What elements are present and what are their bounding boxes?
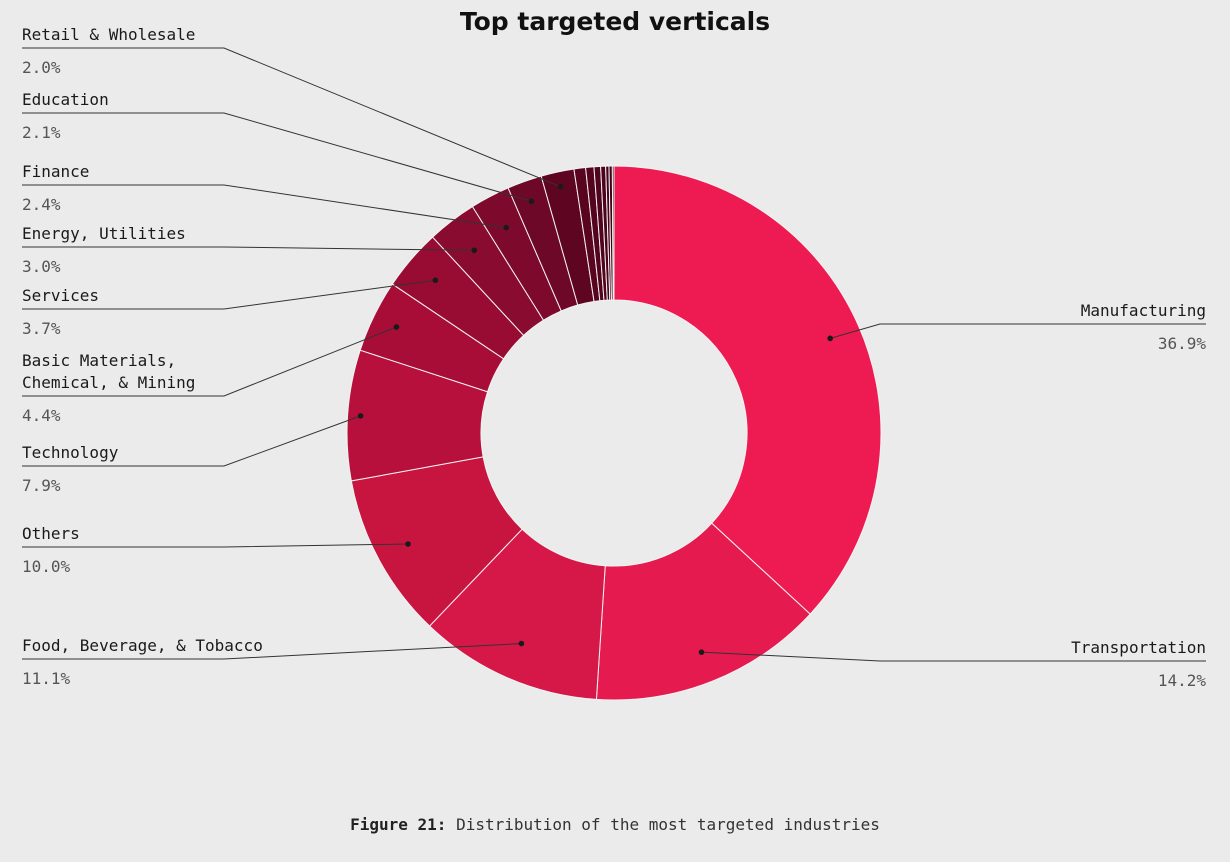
leader-dot-basic-materials-chemical-mining: [393, 324, 400, 330]
leader-line-transportation: [701, 651, 1206, 662]
slice-value-energy-utilities: 3.0%: [22, 257, 61, 276]
slice-label-services: Services: [22, 286, 99, 305]
slice-label-manufacturing: Manufacturing: [1081, 301, 1206, 320]
leader-line-services: [22, 279, 436, 310]
chart-title: Top targeted verticals: [460, 7, 770, 36]
slice-label-food-beverage-tobacco: Food, Beverage, & Tobacco: [22, 636, 263, 655]
slice-label-retail-wholesale: Retail & Wholesale: [22, 25, 195, 44]
slice-value-finance: 2.4%: [22, 195, 61, 214]
leader-dot-manufacturing: [827, 335, 833, 342]
leader-line-retail-wholesale: [22, 47, 561, 188]
slice-value-manufacturing: 36.9%: [1158, 334, 1207, 353]
leader-dot-education: [528, 198, 535, 205]
donut-slices: [346, 165, 882, 701]
slice-minor-17: [611, 165, 615, 301]
slice-label-education: Education: [22, 90, 109, 109]
slice-value-basic-materials-chemical-mining: 4.4%: [22, 406, 61, 425]
leader-dot-transportation: [698, 649, 705, 655]
slice-label-transportation: Transportation: [1071, 638, 1206, 657]
slice-manufacturing: [613, 165, 882, 615]
leader-dot-others: [405, 541, 411, 547]
leader-dot-services: [432, 277, 439, 284]
leader-dot-retail-wholesale: [557, 183, 564, 190]
leader-line-food-beverage-tobacco: [22, 643, 522, 660]
slice-value-others: 10.0%: [22, 557, 71, 576]
leader-dot-finance: [503, 224, 509, 231]
leader-line-technology: [22, 415, 361, 467]
slice-label-basic-materials-chemical-mining-line-1: Basic Materials,: [22, 351, 176, 370]
leader-line-energy-utilities: [22, 246, 475, 251]
slice-value-services: 3.7%: [22, 319, 61, 338]
slice-label-energy-utilities: Energy, Utilities: [22, 224, 186, 243]
slice-label-others: Others: [22, 524, 80, 543]
leader-line-manufacturing: [830, 323, 1206, 339]
leader-dot-energy-utilities: [471, 247, 478, 254]
slice-label-basic-materials-chemical-mining-line-2: Chemical, & Mining: [22, 373, 195, 392]
leader-line-others: [22, 543, 409, 548]
slice-value-technology: 7.9%: [22, 476, 61, 495]
slice-transportation: [595, 522, 811, 701]
slice-label-finance: Finance: [22, 162, 89, 181]
slice-value-education: 2.1%: [22, 123, 61, 142]
caption-figure-number: Figure 21:: [350, 815, 447, 834]
leader-line-basic-materials-chemical-mining: [22, 326, 397, 397]
slice-label-technology: Technology: [22, 443, 119, 462]
leader-dot-technology: [357, 413, 364, 419]
leader-lines: [22, 47, 1206, 662]
slice-value-food-beverage-tobacco: 11.1%: [22, 669, 71, 688]
slice-value-retail-wholesale: 2.0%: [22, 58, 61, 77]
leader-dot-food-beverage-tobacco: [518, 640, 525, 647]
slice-value-transportation: 14.2%: [1158, 671, 1207, 690]
slice-labels: Manufacturing 36.9% Transportation 14.2% Foo…: [22, 25, 1206, 690]
leader-line-finance: [22, 184, 507, 229]
figure-caption: Figure 21: Distribution of the most targ…: [0, 815, 1230, 834]
caption-text: Distribution of the most targeted indust…: [456, 815, 880, 834]
leader-line-education: [22, 112, 532, 202]
